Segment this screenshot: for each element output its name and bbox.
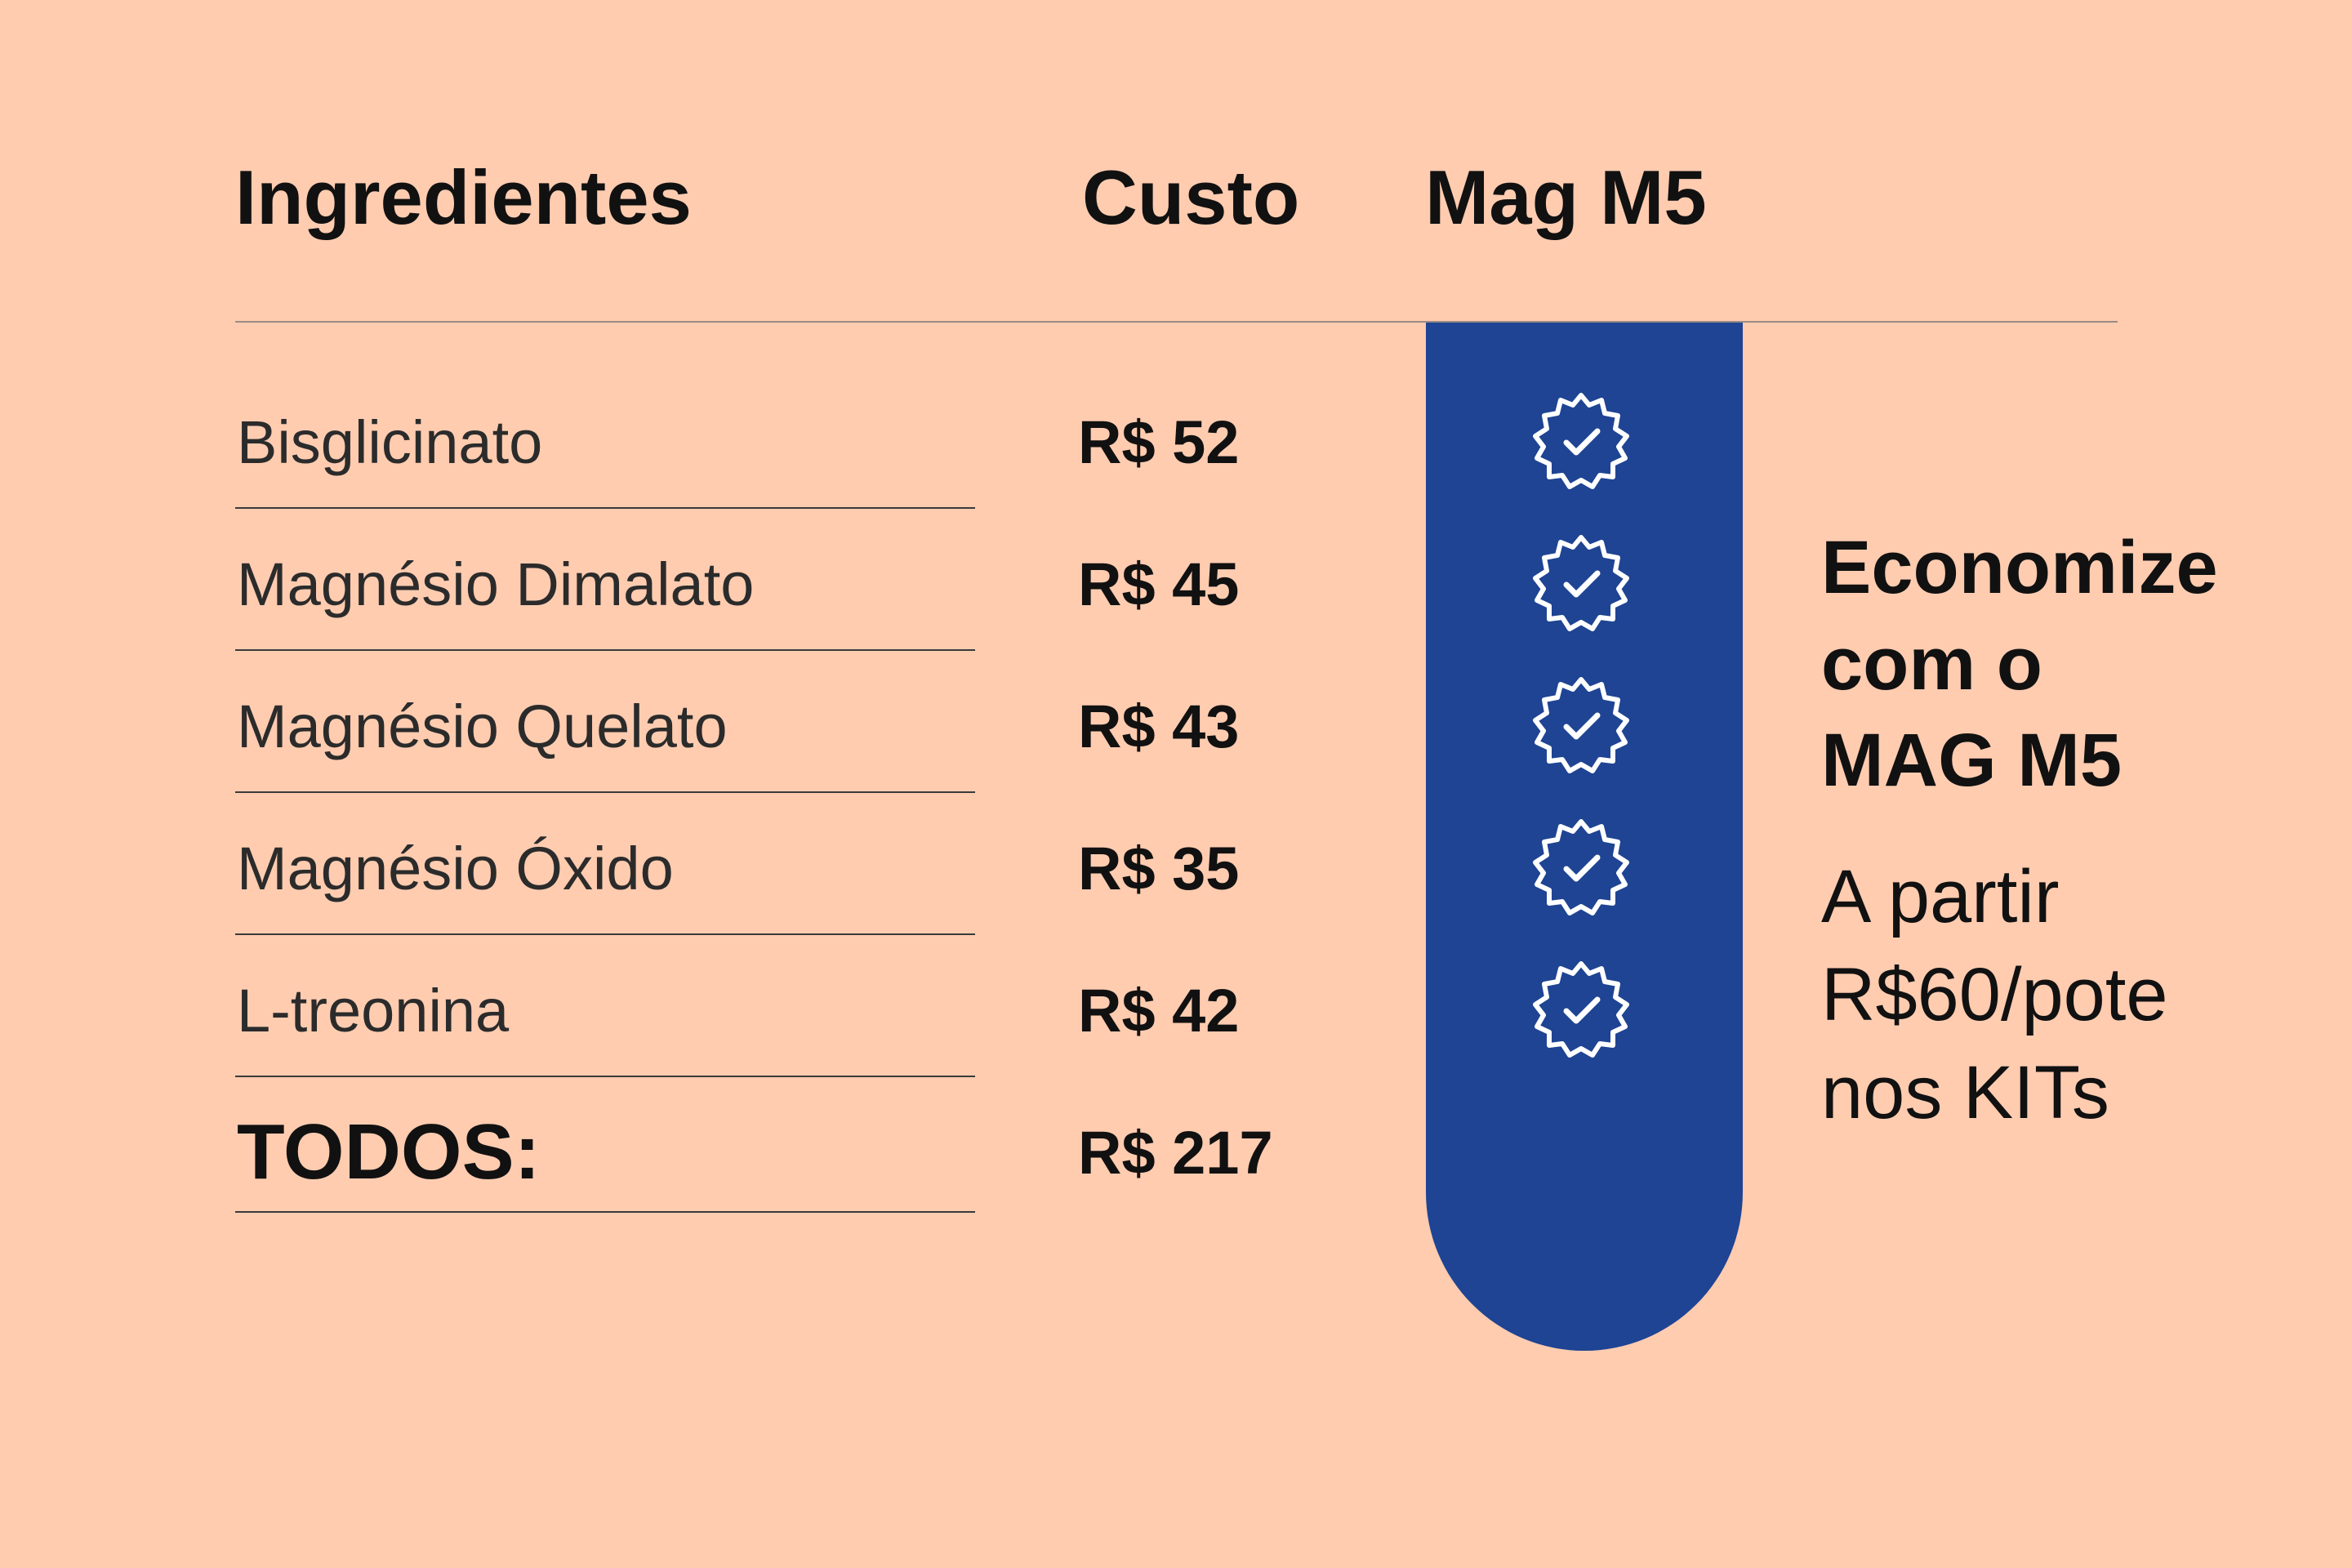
promo-subtitle: A partir R$60/pote nos KITs	[1821, 848, 2168, 1142]
verified-badge-check-icon	[1533, 819, 1629, 915]
verified-badge-check-icon	[1533, 393, 1629, 489]
ingredient-label: L-treonina	[237, 977, 510, 1045]
row-divider	[235, 1076, 975, 1077]
total-cost: R$ 217	[1078, 1119, 1273, 1187]
verified-badge-check-icon	[1533, 677, 1629, 773]
verified-badge-check-icon	[1533, 535, 1629, 631]
header-divider	[235, 321, 2118, 323]
total-label: TODOS:	[237, 1108, 541, 1196]
ingredient-cost: R$ 45	[1078, 550, 1240, 618]
promo-subtitle-line: R$60/pote	[1821, 953, 2168, 1036]
product-column-highlight	[1426, 323, 1743, 1351]
ingredient-cost: R$ 52	[1078, 408, 1240, 476]
ingredient-cost: R$ 35	[1078, 835, 1240, 902]
cost-header: Custo	[1082, 154, 1300, 240]
promo-title-line: com o	[1821, 622, 2042, 706]
ingredient-label: Magnésio Dimalato	[237, 550, 755, 618]
ingredient-label: Magnésio Quelato	[237, 693, 728, 760]
row-divider	[235, 649, 975, 651]
promo-subtitle-line: A partir	[1821, 855, 2060, 938]
row-divider	[235, 507, 975, 509]
promo-subtitle-line: nos KITs	[1821, 1051, 2109, 1134]
promo-title-line: Economize	[1821, 526, 2218, 609]
row-divider	[235, 933, 975, 935]
promo-title-line: MAG M5	[1821, 719, 2122, 802]
ingredient-cost: R$ 43	[1078, 693, 1240, 760]
ingredient-label: Magnésio Óxido	[237, 835, 674, 902]
ingredients-header: Ingredientes	[235, 154, 692, 240]
product-header: Mag M5	[1425, 154, 1707, 240]
ingredient-label: Bisglicinato	[237, 408, 543, 476]
ingredient-cost: R$ 42	[1078, 977, 1240, 1045]
promo-title: Economize com o MAG M5	[1821, 519, 2218, 808]
row-divider	[235, 791, 975, 793]
verified-badge-check-icon	[1533, 961, 1629, 1058]
total-divider	[235, 1211, 975, 1213]
